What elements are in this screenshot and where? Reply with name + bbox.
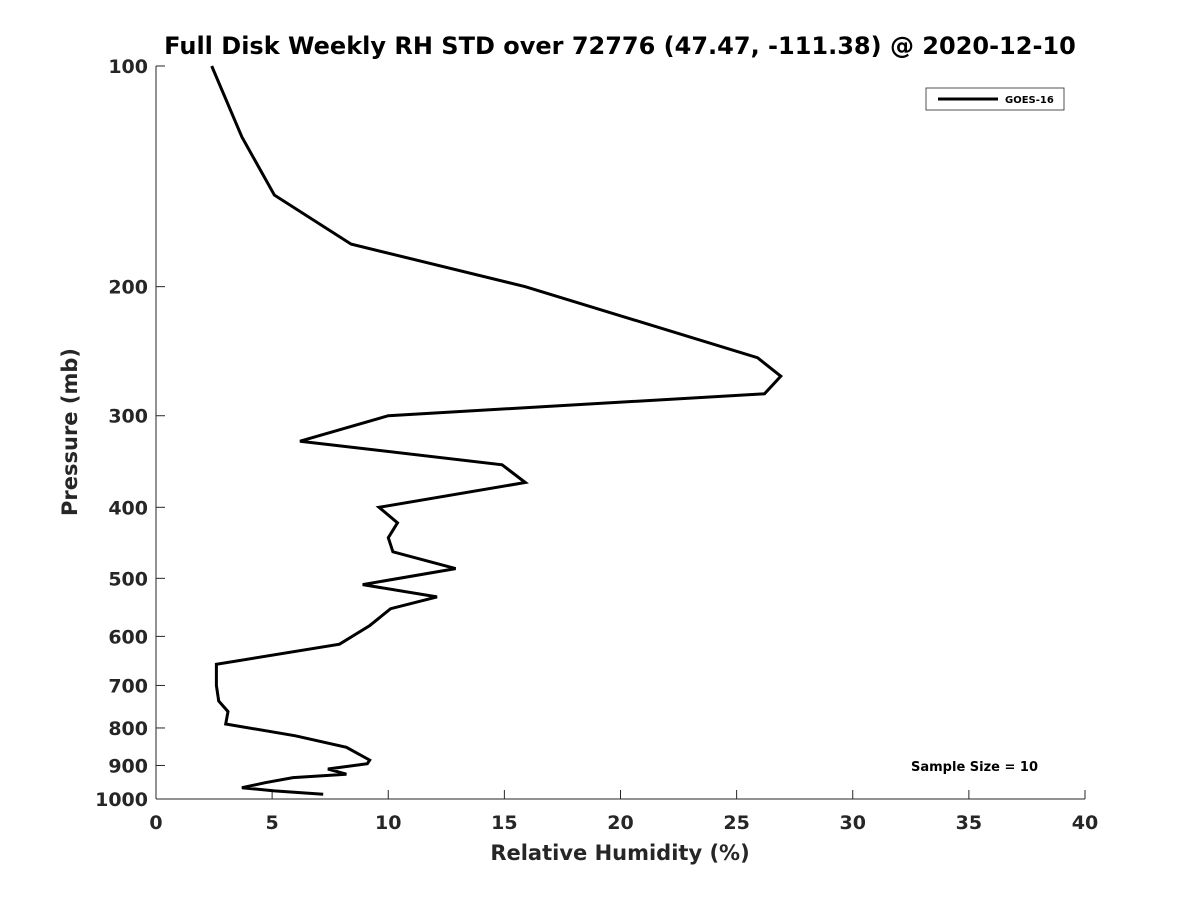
- sample-size-annotation: Sample Size = 10: [911, 760, 1038, 775]
- y-tick-label: 100: [108, 56, 148, 78]
- y-tick-label: 600: [108, 626, 148, 648]
- x-axis-ticks: 0 5 10 15 20 25 30 35 40: [149, 790, 1098, 834]
- x-tick-label: 10: [375, 812, 401, 834]
- legend: GOES-16: [925, 87, 1065, 111]
- y-axis-ticks: 100 200 300 400 500 600 700 800 900 1000: [95, 56, 165, 811]
- legend-label-goes16: GOES-16: [1005, 95, 1054, 106]
- series-line-goes-16: [210, 65, 784, 796]
- x-tick-label: 5: [266, 812, 279, 834]
- chart-title: Full Disk Weekly RH STD over 72776 (47.4…: [164, 32, 1076, 60]
- y-tick-label: 400: [108, 497, 148, 519]
- x-tick-label: 35: [956, 812, 982, 834]
- x-tick-label: 0: [149, 812, 162, 834]
- x-tick-label: 40: [1072, 812, 1098, 834]
- y-tick-label: 900: [108, 755, 148, 777]
- x-tick-label: 15: [491, 812, 517, 834]
- y-tick-label: 700: [108, 675, 148, 697]
- x-tick-label: 20: [607, 812, 633, 834]
- x-tick-label: 25: [723, 812, 749, 834]
- y-tick-label: 300: [108, 406, 148, 428]
- x-axis-label: Relative Humidity (%): [490, 841, 749, 865]
- series-layer: [210, 65, 784, 796]
- y-tick-label: 200: [108, 277, 148, 299]
- y-tick-label: 500: [108, 568, 148, 590]
- y-axis-label: Pressure (mb): [58, 348, 82, 516]
- y-tick-label: 800: [108, 718, 148, 740]
- y-tick-label: 1000: [95, 789, 148, 811]
- x-tick-label: 30: [840, 812, 866, 834]
